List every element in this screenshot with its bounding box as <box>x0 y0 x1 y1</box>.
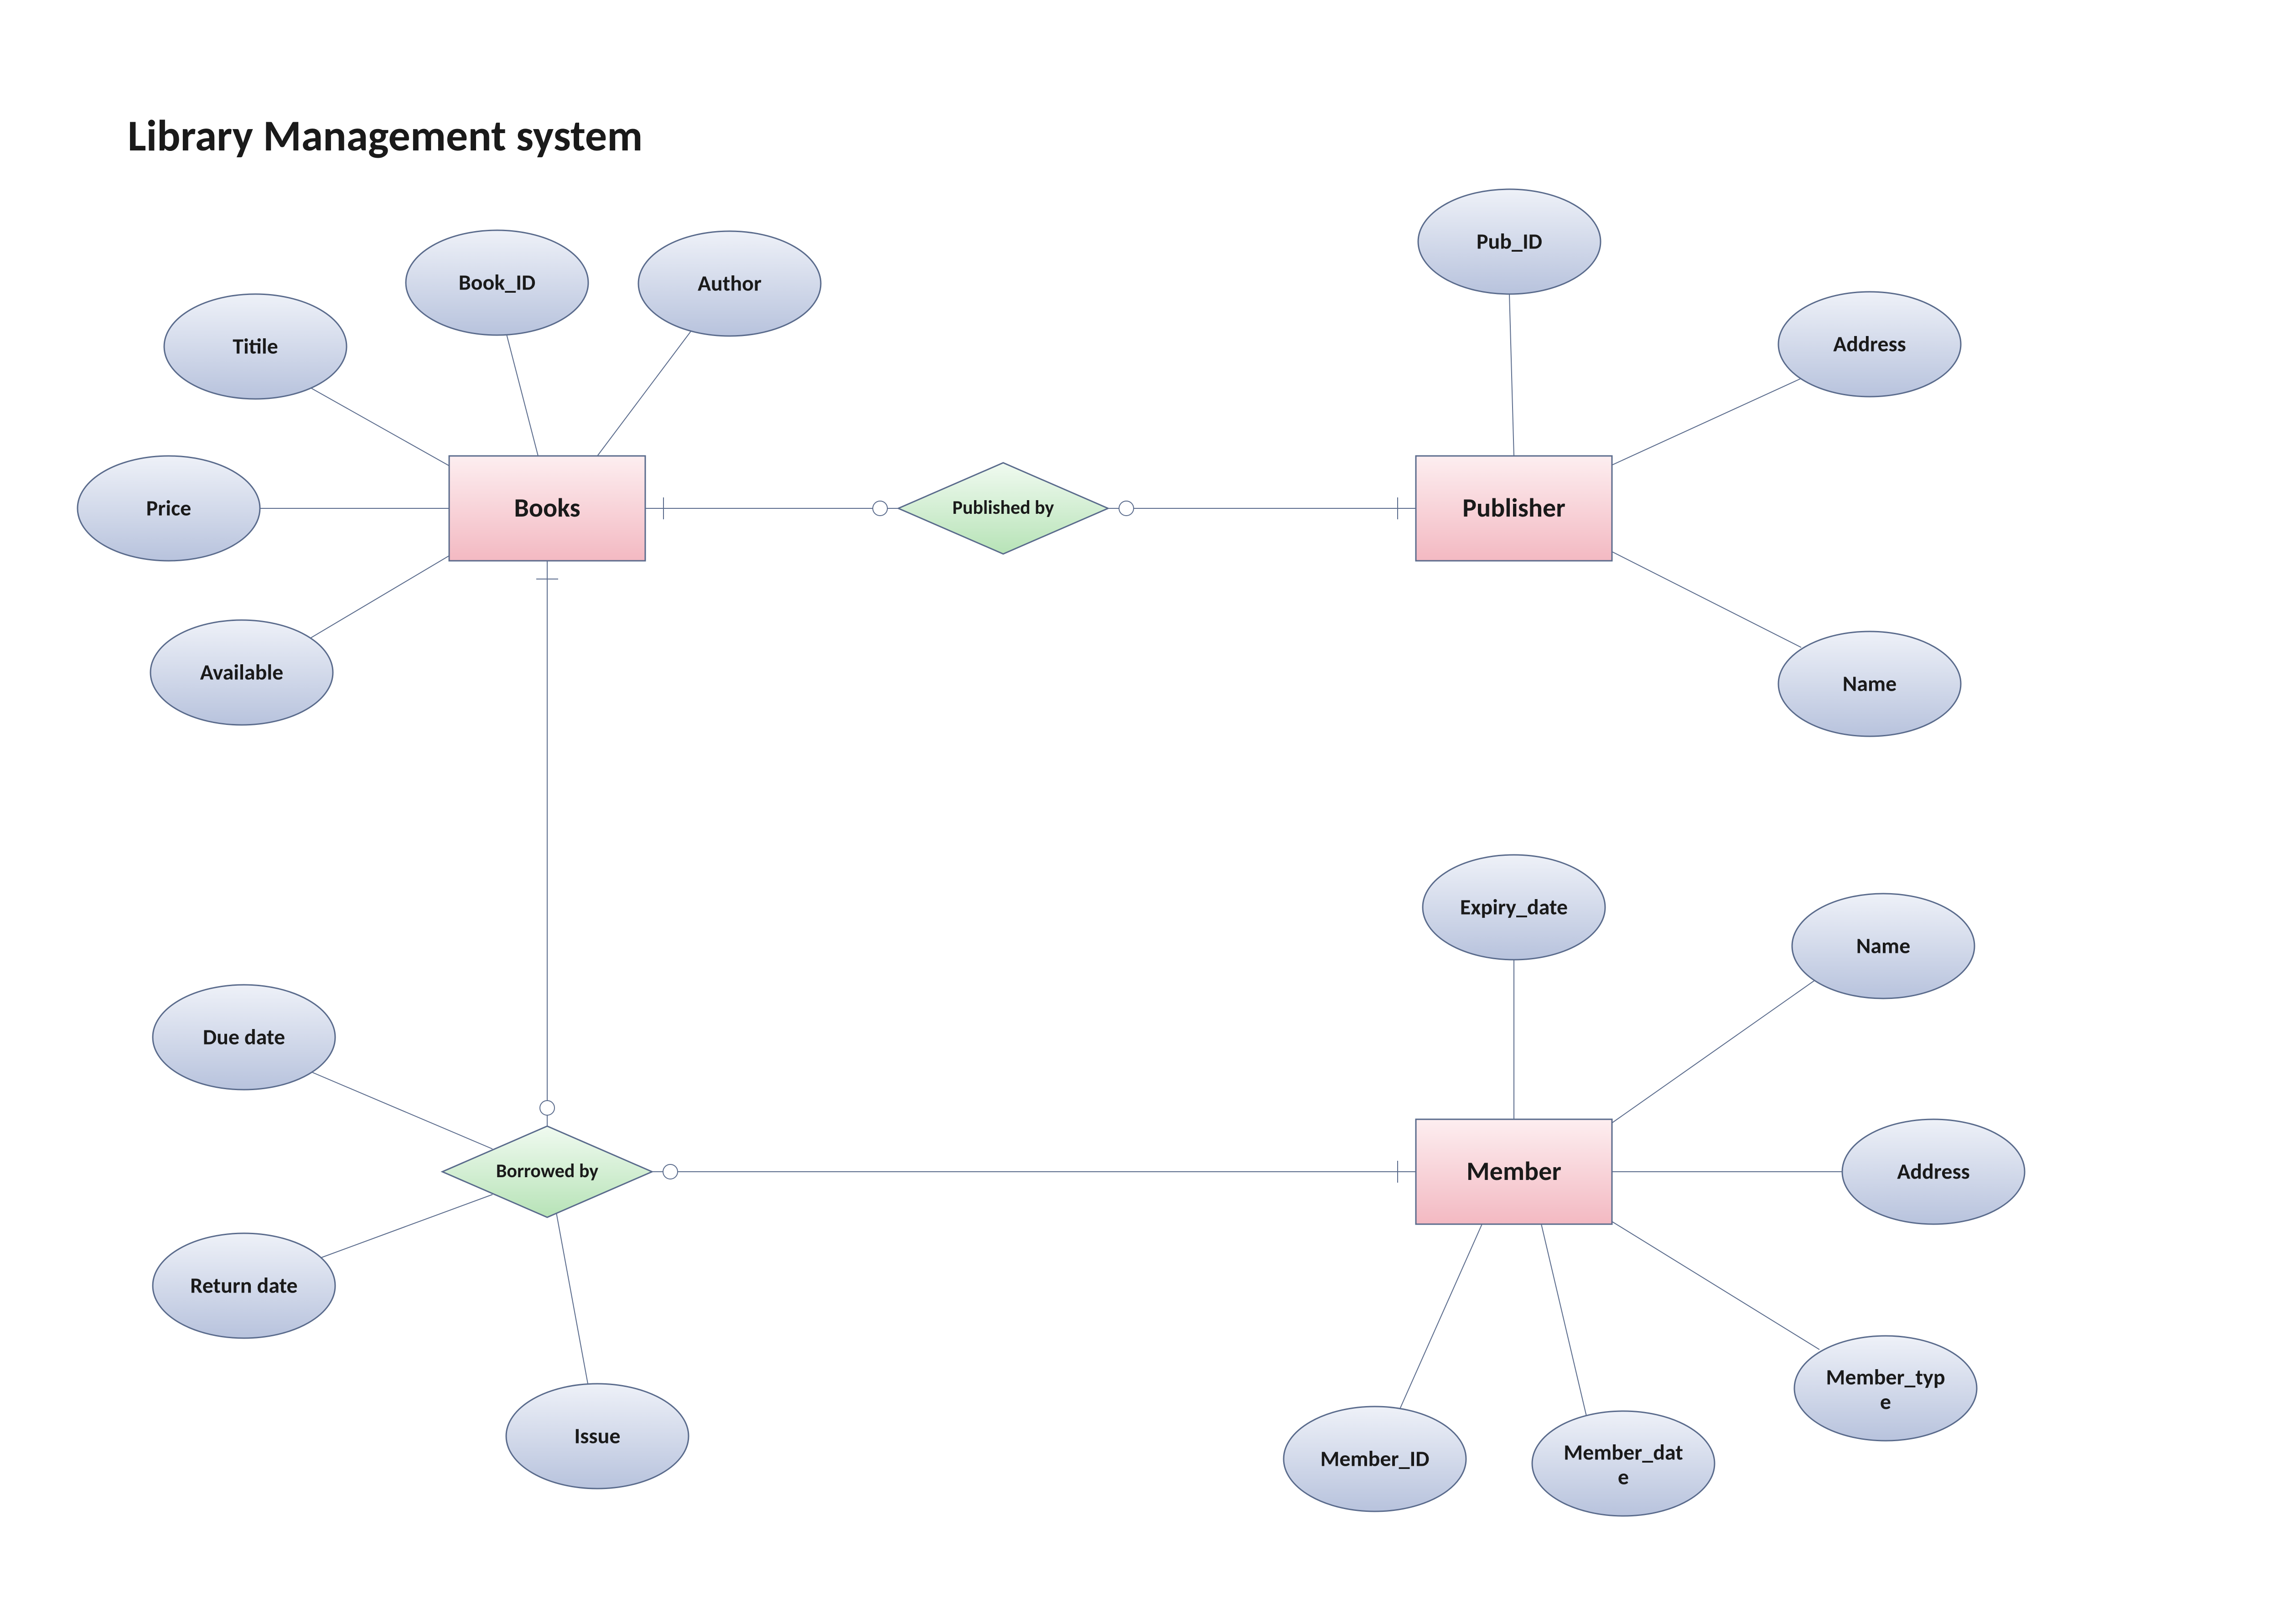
relationship-label: Borrowed by <box>496 1159 598 1183</box>
attribute-due_date: Due date <box>153 985 335 1090</box>
entity-publisher: Publisher <box>1416 456 1612 561</box>
attribute-book_id: Book_ID <box>406 230 588 335</box>
attribute-label: Address <box>1833 331 1906 357</box>
attribute-label: Pub_ID <box>1477 228 1542 255</box>
entity-books: Books <box>449 456 645 561</box>
attribute-label-2: e <box>1880 1388 1891 1415</box>
attribute-mem_name: Name <box>1792 894 1974 998</box>
attribute-label: Book_ID <box>459 269 536 296</box>
attribute-author: Author <box>638 231 821 336</box>
attribute-label: Available <box>200 659 284 686</box>
attribute-issue: Issue <box>506 1384 689 1489</box>
attribute-label: Member_ID <box>1320 1445 1429 1472</box>
attribute-label: Member_typ <box>1826 1364 1945 1391</box>
attribute-mem_addr: Address <box>1842 1119 2025 1224</box>
attribute-return_date: Return date <box>153 1233 335 1338</box>
entity-label: Books <box>514 491 580 524</box>
attribute-label: Address <box>1897 1158 1970 1185</box>
relationship-label: Published by <box>953 496 1054 519</box>
attribute-pub_addr: Address <box>1778 292 1961 397</box>
attribute-pub_id: Pub_ID <box>1418 189 1601 294</box>
attribute-label: Name <box>1843 670 1897 697</box>
attribute-price: Price <box>78 456 260 561</box>
diagram-title: Library Management system <box>128 109 643 162</box>
attribute-label: Name <box>1856 932 1911 959</box>
attribute-label: Expiry_date <box>1460 894 1568 921</box>
attribute-expiry_date: Expiry_date <box>1423 855 1605 960</box>
attribute-label: Issue <box>574 1422 620 1449</box>
attribute-available: Available <box>150 620 333 725</box>
attribute-label: Due date <box>203 1024 285 1050</box>
attribute-mem_date: Member_date <box>1532 1411 1715 1516</box>
entity-member: Member <box>1416 1119 1612 1224</box>
attribute-label: Price <box>146 495 192 522</box>
er-diagram-canvas: Books Publisher Member Published by Borrowed… <box>0 0 2280 1624</box>
attribute-label: Titile <box>233 333 278 360</box>
attribute-label: Return date <box>190 1272 297 1299</box>
attribute-mem_id: Member_ID <box>1284 1407 1466 1511</box>
attribute-label-2: e <box>1618 1464 1629 1490</box>
entity-label: Publisher <box>1462 491 1565 524</box>
entity-label: Member <box>1466 1155 1561 1187</box>
attribute-mem_type: Member_type <box>1794 1336 1977 1441</box>
attribute-label: Author <box>698 270 762 297</box>
attribute-title: Titile <box>164 294 347 399</box>
attribute-pub_name: Name <box>1778 631 1961 736</box>
attribute-label: Member_dat <box>1564 1439 1683 1466</box>
